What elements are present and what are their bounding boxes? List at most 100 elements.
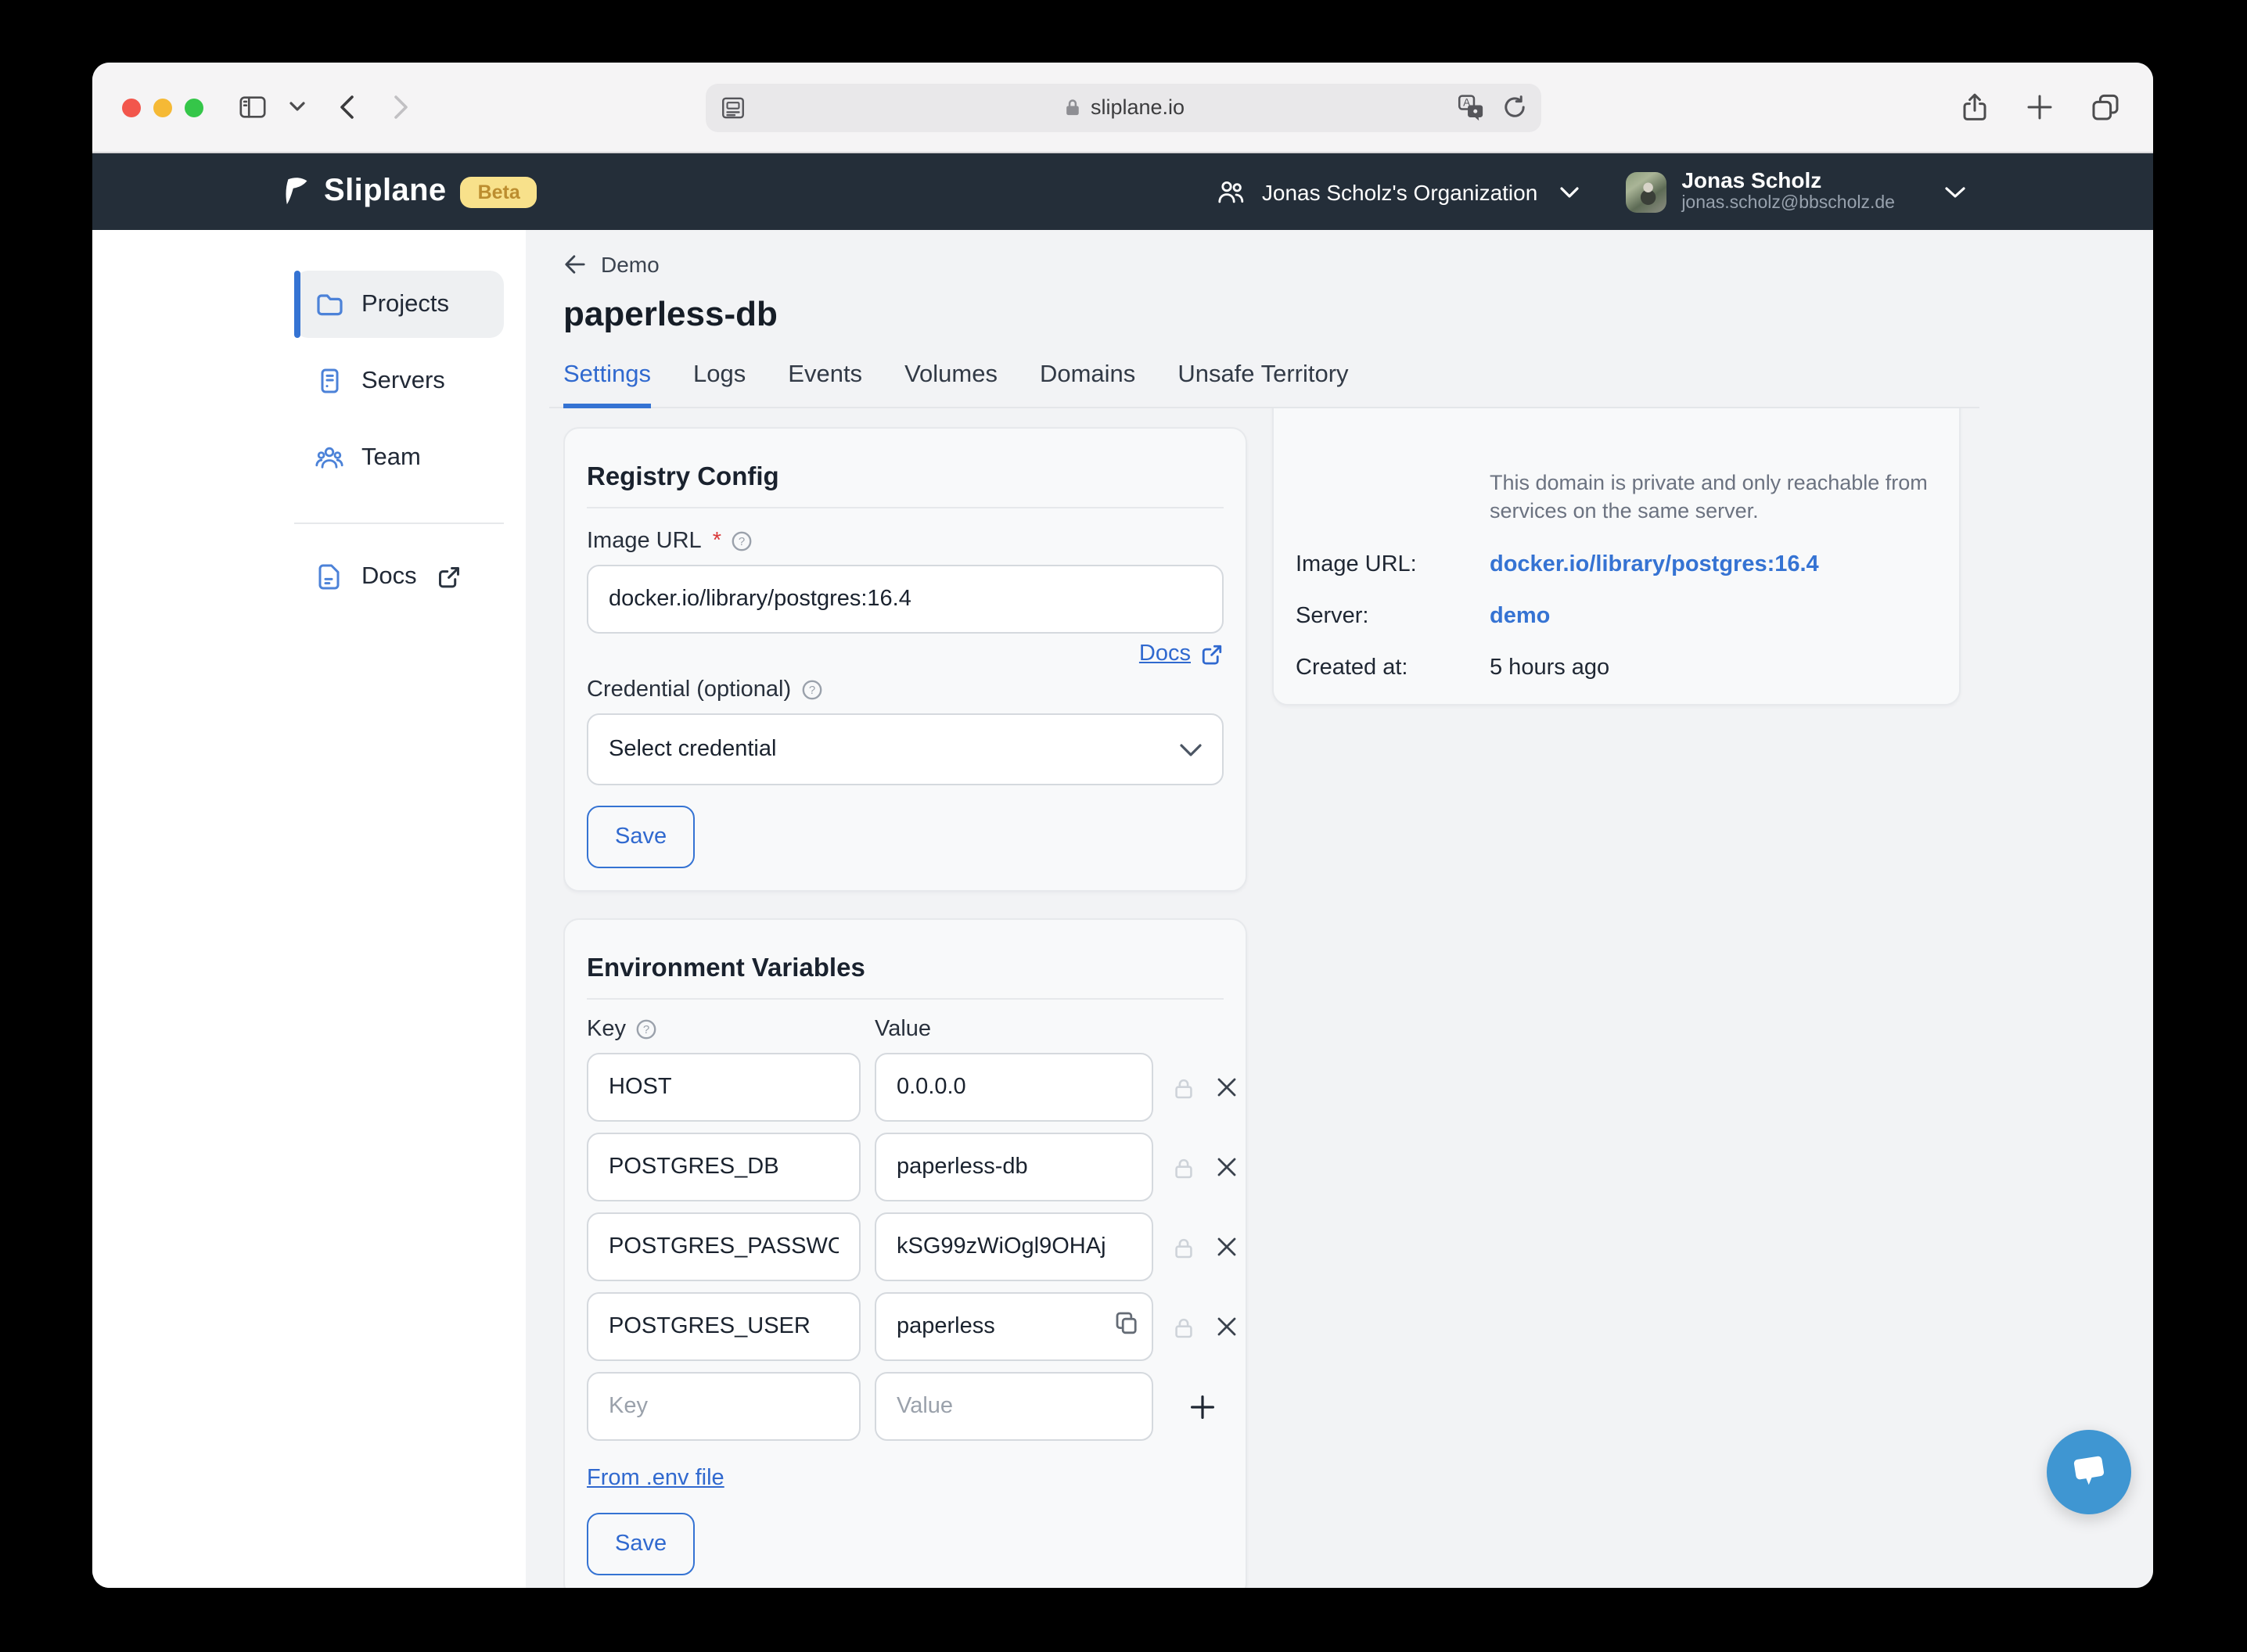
share-icon[interactable]	[1961, 92, 1989, 122]
sidebar-item-label: Servers	[361, 367, 445, 393]
help-icon[interactable]: ?	[635, 1018, 657, 1040]
external-link-icon	[437, 564, 462, 589]
sidebar-item-servers[interactable]: Servers	[294, 347, 504, 415]
server-icon	[315, 366, 344, 396]
breadcrumb-label[interactable]: Demo	[601, 252, 660, 277]
reader-view-icon[interactable]	[719, 94, 746, 120]
tab-events[interactable]: Events	[788, 361, 863, 388]
user-email: jonas.scholz@bbscholz.de	[1681, 194, 1895, 213]
lock-icon[interactable]	[1172, 1076, 1195, 1099]
brand[interactable]: Sliplane Beta	[280, 174, 537, 210]
svg-text:?: ?	[643, 1023, 649, 1036]
remove-row-icon[interactable]	[1216, 1316, 1238, 1338]
chevron-down-icon	[1180, 742, 1202, 756]
env-new-value-input[interactable]	[875, 1372, 1153, 1441]
sidebar-chevron-down-icon[interactable]	[289, 102, 305, 113]
sidebar-item-docs[interactable]: Docs	[294, 543, 504, 610]
chat-bubble-icon	[2065, 1449, 2112, 1495]
registry-save-button[interactable]: Save	[587, 806, 696, 868]
credential-select-value: Select credential	[609, 737, 777, 762]
env-row-new	[587, 1372, 1224, 1441]
sidebar-toggle-icon[interactable]	[238, 92, 268, 122]
svg-text:?: ?	[808, 684, 814, 697]
env-row	[587, 1133, 1236, 1201]
lock-icon[interactable]	[1172, 1315, 1195, 1338]
created-at-value: 5 hours ago	[1490, 655, 1610, 681]
env-row	[587, 1053, 1236, 1122]
card-divider	[587, 998, 1224, 1000]
value-column-label: Value	[875, 1017, 932, 1042]
url-bar[interactable]: sliplane.io A	[705, 83, 1541, 131]
service-details-card: This domain is private and only reachabl…	[1272, 408, 1961, 706]
tab-overview-icon[interactable]	[2091, 92, 2120, 122]
image-url-label: Image URL	[587, 529, 702, 554]
env-key-input[interactable]	[587, 1292, 861, 1361]
lock-icon	[1061, 95, 1083, 119]
tab-domains[interactable]: Domains	[1039, 361, 1136, 388]
tab-unsafe-territory[interactable]: Unsafe Territory	[1177, 361, 1349, 388]
env-value-input[interactable]	[875, 1053, 1153, 1122]
credential-select[interactable]: Select credential	[587, 713, 1224, 785]
registry-config-card: Registry Config Image URL * ?	[563, 427, 1247, 892]
remove-row-icon[interactable]	[1216, 1236, 1238, 1258]
profile-menu[interactable]: Jonas Scholz jonas.scholz@bbscholz.de	[1625, 168, 1965, 214]
docs-link[interactable]: Docs	[1139, 641, 1224, 666]
env-row	[587, 1292, 1236, 1361]
external-link-icon	[1200, 642, 1224, 666]
translate-icon[interactable]: A	[1456, 93, 1484, 121]
env-value-input[interactable]	[875, 1133, 1153, 1201]
tab-bar: Settings Logs Events Volumes Domains Uns…	[549, 361, 1979, 408]
close-window-button[interactable]	[122, 98, 141, 117]
document-icon	[315, 562, 344, 591]
svg-text:?: ?	[739, 535, 745, 548]
beta-badge: Beta	[460, 176, 537, 207]
lock-icon[interactable]	[1172, 1235, 1195, 1259]
sidebar-divider	[294, 523, 504, 524]
zoom-window-button[interactable]	[185, 98, 203, 117]
forward-button[interactable]	[394, 95, 408, 119]
back-button[interactable]	[340, 95, 354, 119]
chat-widget-button[interactable]	[2047, 1430, 2131, 1514]
env-new-key-input[interactable]	[587, 1372, 861, 1441]
sidebar: Projects Servers	[92, 230, 526, 1588]
help-icon[interactable]: ?	[800, 679, 822, 701]
sidebar-item-team[interactable]: Team	[294, 424, 504, 491]
lock-icon[interactable]	[1172, 1155, 1195, 1179]
new-tab-icon[interactable]	[2026, 94, 2053, 120]
sliplane-logo-icon	[280, 175, 310, 208]
page-title: paperless-db	[563, 294, 778, 333]
minimize-window-button[interactable]	[153, 98, 172, 117]
env-save-button[interactable]: Save	[587, 1513, 696, 1575]
env-value-input[interactable]	[875, 1212, 1153, 1281]
browser-titlebar: sliplane.io A	[92, 63, 2153, 153]
breadcrumb[interactable]: Demo	[563, 252, 2153, 277]
copy-icon[interactable]	[1114, 1310, 1139, 1343]
remove-row-icon[interactable]	[1216, 1156, 1238, 1178]
traffic-lights	[122, 98, 203, 117]
settings-scroll-area[interactable]: Registry Config Image URL * ?	[563, 408, 1979, 1588]
env-key-input[interactable]	[587, 1133, 861, 1201]
private-domain-note: This domain is private and only reachabl…	[1490, 471, 1928, 523]
add-row-icon[interactable]	[1189, 1393, 1216, 1420]
organization-selector[interactable]: Jonas Scholz's Organization	[1217, 177, 1578, 206]
tab-volumes[interactable]: Volumes	[904, 361, 998, 388]
tab-settings[interactable]: Settings	[563, 361, 652, 408]
svg-text:A: A	[1462, 97, 1469, 109]
env-key-input[interactable]	[587, 1212, 861, 1281]
reload-icon[interactable]	[1501, 95, 1526, 120]
tab-logs[interactable]: Logs	[693, 361, 746, 388]
card-divider	[587, 507, 1224, 508]
image-url-input[interactable]	[587, 565, 1224, 634]
env-key-input[interactable]	[587, 1053, 861, 1122]
help-icon[interactable]: ?	[731, 530, 753, 552]
image-url-link[interactable]: docker.io/library/postgres:16.4	[1490, 552, 1819, 577]
card-title: Registry Config	[587, 463, 779, 491]
env-value-input[interactable]	[875, 1292, 1153, 1361]
remove-row-icon[interactable]	[1216, 1076, 1238, 1098]
url-text[interactable]: sliplane.io	[1090, 95, 1185, 119]
sidebar-item-projects[interactable]: Projects	[294, 271, 504, 338]
server-link[interactable]: demo	[1490, 604, 1551, 629]
from-env-file-link[interactable]: From .env file	[587, 1466, 724, 1491]
required-asterisk: *	[712, 529, 721, 554]
